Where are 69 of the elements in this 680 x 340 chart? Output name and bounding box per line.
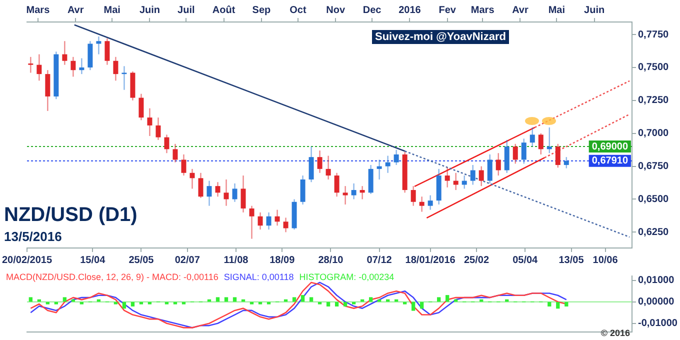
x-tick-label: 05/04 (512, 254, 538, 266)
bar (300, 295, 305, 302)
x2-tick-label: Nov (326, 4, 346, 16)
bar (437, 297, 441, 302)
x2-tick-label: Mai (548, 4, 566, 16)
x2-tick-label: Avr (67, 4, 84, 16)
x2-tick-label: Mars (26, 4, 50, 16)
text: 13/5/2016 (4, 229, 62, 244)
x2-tick-label: Oct (290, 4, 307, 16)
x-tick-label: 28/10 (318, 254, 344, 266)
y-tick-label: 0,01000 (638, 275, 675, 286)
bar (309, 297, 314, 302)
x-tick-label: 25/02 (464, 254, 490, 266)
x2-tick-label: Avr (512, 4, 528, 16)
y-tick-label: 0,7750 (638, 29, 670, 40)
y-tick-label: 0,7500 (638, 62, 670, 74)
bar (122, 302, 126, 309)
bar (446, 295, 450, 302)
x2-tick-label: Mai (104, 4, 121, 16)
x-tick-label: 10/06 (592, 254, 618, 266)
x-tick-label: 15/04 (80, 254, 106, 266)
x-tick-label: 07/12 (366, 254, 392, 266)
x-tick-label: 13/05 (558, 254, 584, 266)
bar (343, 302, 348, 306)
text: MACD(NZD/USD.Close, 12, 26, 9) - MACD: -0,00116 (6, 272, 220, 282)
x2-tick-label: Mars (470, 4, 495, 16)
x2-tick-label: Juin (584, 4, 605, 16)
bar (224, 297, 228, 302)
bar (556, 302, 560, 309)
x-tick-label: 18/09 (270, 254, 296, 266)
y-tick-label: 0,6750 (638, 161, 670, 172)
x2-tick-label: Fev (438, 4, 456, 16)
x2-tick-label: Juil (178, 4, 195, 16)
y-tick-label: 0,7250 (638, 95, 670, 106)
y-tick-label: 0,6250 (638, 226, 670, 238)
bar (130, 302, 135, 306)
annotation: Suivez-moi @YoavNizard (372, 30, 509, 44)
text: NZD/USD (D1) (4, 204, 138, 227)
bar (216, 297, 220, 302)
y-tick-label: 0,6500 (638, 194, 670, 205)
x2-tick-label: Dec (362, 4, 382, 16)
bar (326, 302, 330, 306)
x-tick-label: 11/08 (224, 254, 249, 266)
bar (368, 297, 373, 302)
x2-tick-label: Août (212, 4, 236, 16)
bar (292, 297, 296, 302)
ref-line-label: 0,69000 (592, 141, 628, 152)
series-label: SIGNAL: 0,00118 (224, 272, 295, 282)
bar (28, 297, 32, 302)
annotation: © 2016 (600, 328, 630, 338)
bar (564, 302, 568, 306)
ref-line-label: 0,67910 (592, 156, 628, 167)
bar (232, 297, 237, 302)
y-tick-label: 0,00000 (638, 296, 675, 308)
x-tick-label: 18/01/2016 (405, 254, 456, 266)
y-tick-label: -0,01000 (638, 318, 678, 330)
x2-tick-label: Juin (139, 4, 160, 16)
bar (412, 302, 416, 311)
x2-tick-label: 2016 (398, 4, 422, 16)
series-label: HISTOGRAM: -0,00234 (299, 272, 394, 282)
bar (420, 302, 424, 309)
x-tick-label: 20/02/2015 (2, 254, 52, 266)
x-tick-label: 02/07 (174, 254, 200, 266)
x-tick-label: 25/05 (128, 254, 154, 266)
bar (62, 297, 67, 302)
y-tick-label: 0,7000 (638, 128, 670, 140)
x2-tick-label: Sep (252, 4, 271, 16)
bar (334, 302, 339, 306)
bar (548, 302, 552, 306)
